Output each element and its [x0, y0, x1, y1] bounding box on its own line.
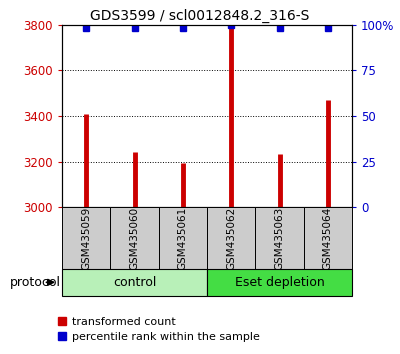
- Text: protocol: protocol: [10, 276, 61, 289]
- Bar: [159, 207, 207, 269]
- Bar: [207, 207, 255, 269]
- Text: GSM435059: GSM435059: [81, 206, 91, 270]
- Text: GDS3599 / scl0012848.2_316-S: GDS3599 / scl0012848.2_316-S: [90, 9, 310, 23]
- Text: control: control: [113, 276, 156, 289]
- Text: GSM435060: GSM435060: [130, 206, 140, 270]
- Text: GSM435064: GSM435064: [323, 206, 333, 270]
- Text: Eset depletion: Eset depletion: [235, 276, 324, 289]
- Text: GSM435061: GSM435061: [178, 206, 188, 270]
- Bar: [207, 269, 352, 296]
- Bar: [304, 207, 352, 269]
- Text: GSM435062: GSM435062: [226, 206, 236, 270]
- Legend: transformed count, percentile rank within the sample: transformed count, percentile rank withi…: [54, 312, 265, 347]
- Bar: [62, 207, 110, 269]
- Bar: [110, 207, 159, 269]
- Text: GSM435063: GSM435063: [274, 206, 284, 270]
- Bar: [255, 207, 304, 269]
- Bar: [62, 269, 207, 296]
